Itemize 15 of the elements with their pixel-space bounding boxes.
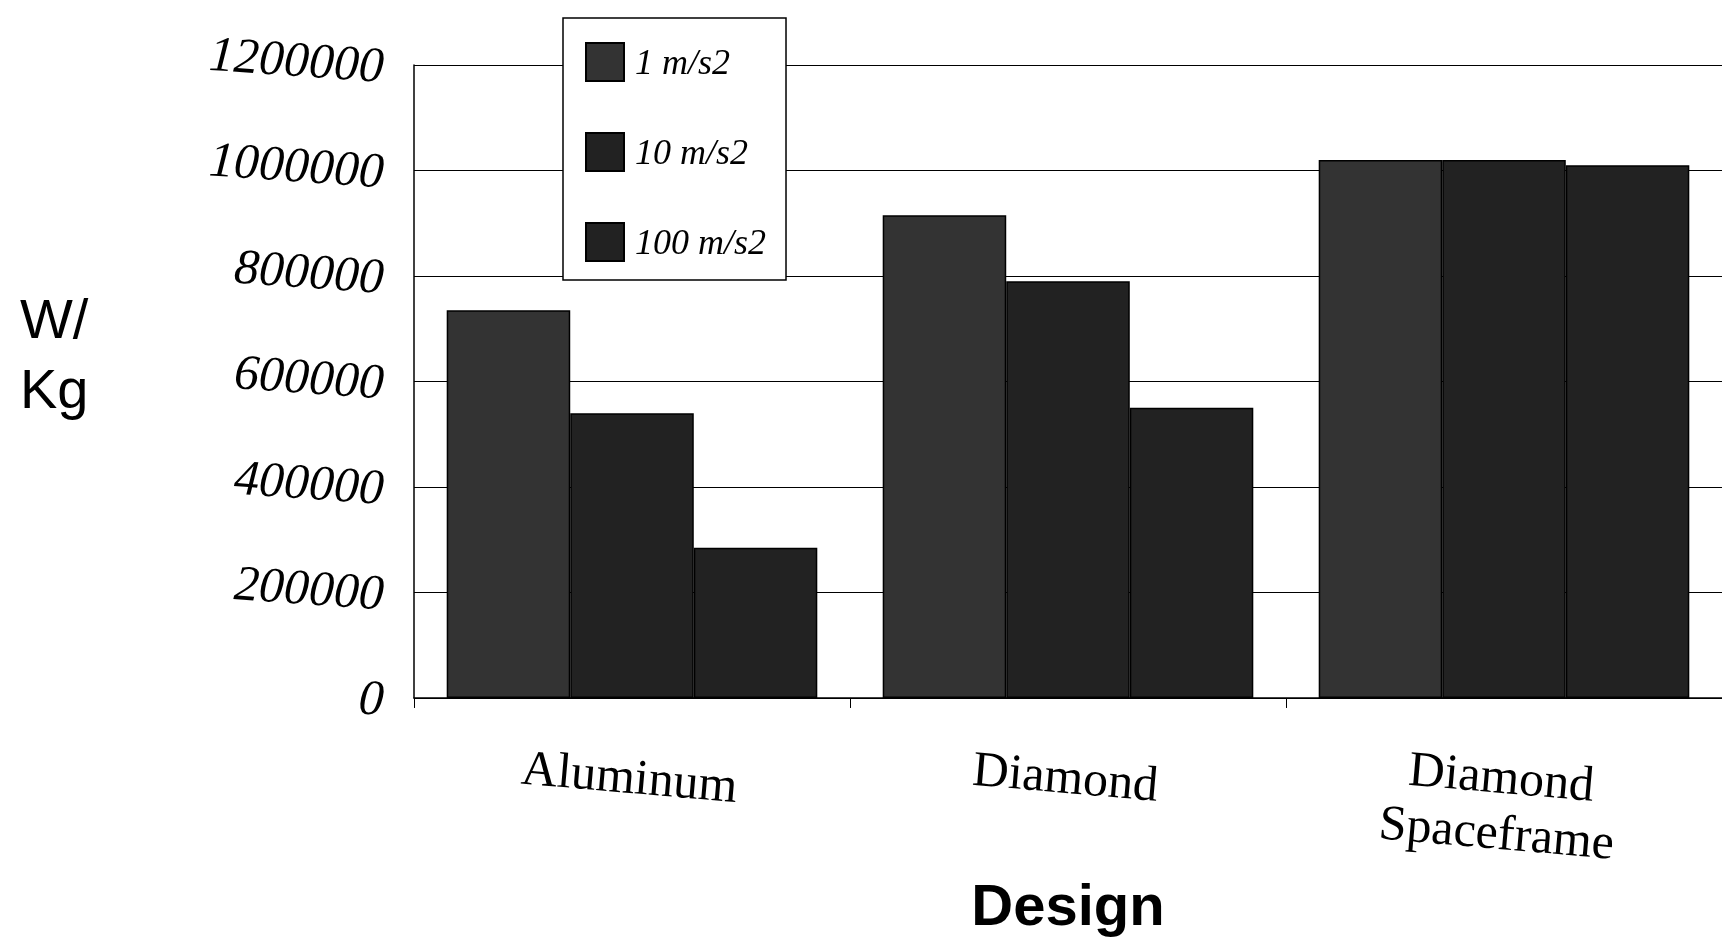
x-tick-label: Aluminum <box>519 738 740 814</box>
y-tick-label: 1000000 <box>207 130 386 199</box>
legend-label: 10 m/s2 <box>635 132 749 172</box>
legend-label: 100 m/s2 <box>635 222 767 262</box>
x-axis-title: Design <box>971 871 1165 937</box>
y-axis-title: W/ Kg <box>20 286 89 420</box>
y-tick-label: 400000 <box>232 448 386 515</box>
legend-label: 1 m/s2 <box>635 42 731 82</box>
y-tick-label: 1200000 <box>207 24 386 93</box>
y-tick-label: 600000 <box>232 343 386 410</box>
x-tick-label: Diamond <box>970 739 1161 812</box>
x-tick-label: Diamond Spaceframe <box>1376 739 1617 870</box>
y-tick-label: 0 <box>357 668 386 726</box>
y-tick-label: 800000 <box>232 237 386 304</box>
y-tick-label: 200000 <box>232 554 386 621</box>
